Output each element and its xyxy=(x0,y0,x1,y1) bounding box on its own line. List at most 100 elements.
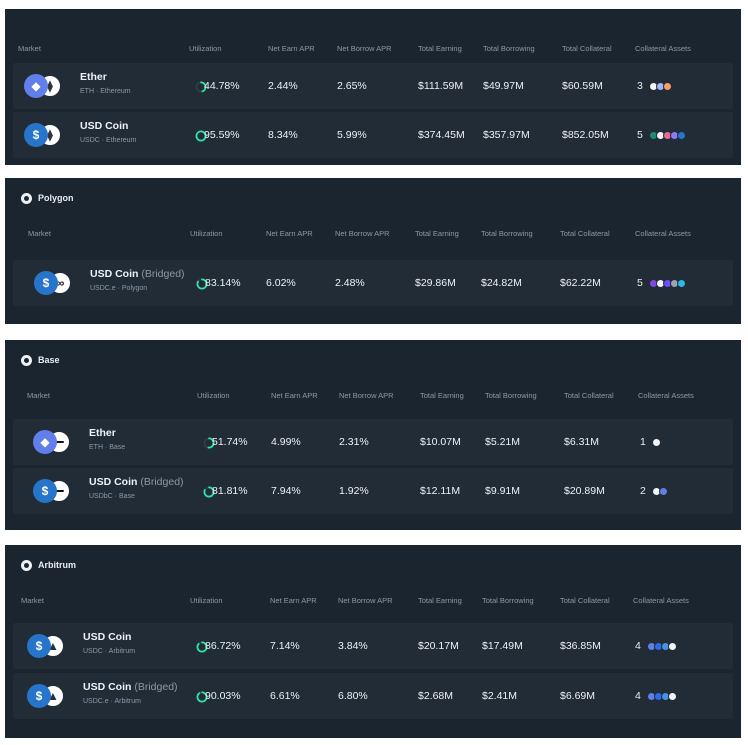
total-earning-value: $29.86M xyxy=(415,277,456,289)
market-row[interactable]: ◆ ⧫ Ether ETH · Ethereum 44.78% 2.44% 2.65% $1… xyxy=(13,63,733,109)
utilization-ring-icon xyxy=(196,640,208,653)
total-borrowing-value: $49.97M xyxy=(483,80,524,92)
polygon-chain-icon xyxy=(21,192,32,204)
market-panel: Market Utilization Net Earn APR Net Borrow … xyxy=(5,9,741,165)
market-name: USD Coin (Bridged) xyxy=(83,681,178,693)
net-borrow-apr-value: 2.65% xyxy=(337,80,367,92)
market-subtitle: ETH · Ethereum xyxy=(80,88,131,95)
column-header: Total Borrowing xyxy=(481,229,533,238)
column-header: Total Earning xyxy=(418,44,462,53)
net-borrow-apr-value: 1.92% xyxy=(339,485,369,497)
usdc-token-icon: $ xyxy=(27,634,51,658)
collateral-assets[interactable]: 5 xyxy=(637,277,686,289)
column-header: Market xyxy=(21,596,44,605)
total-collateral-value: $62.22M xyxy=(560,277,601,289)
collateral-assets-count: 2 xyxy=(640,485,646,497)
market-row[interactable]: $ ⧫ USD Coin USDC · Ethereum 95.59% 8.34% 5.9… xyxy=(13,112,733,158)
total-borrowing-value: $9.91M xyxy=(485,485,521,497)
collateral-asset-icons xyxy=(651,486,668,496)
column-header: Collateral Assets xyxy=(638,391,694,400)
column-header: Utilization xyxy=(190,596,223,605)
token-name: Ether xyxy=(80,71,107,83)
token-name: USD Coin xyxy=(83,631,132,643)
market-name: Ether xyxy=(89,427,116,439)
net-borrow-apr-value: 2.31% xyxy=(339,436,369,448)
utilization-value: 83.14% xyxy=(205,277,241,289)
collateral-assets[interactable]: 4 xyxy=(635,690,677,702)
token-icon-pair: ◆ xyxy=(33,430,77,454)
ether-token-icon: ◆ xyxy=(33,430,57,454)
collateral-asset-icon xyxy=(667,691,677,701)
net-earn-apr-value: 4.99% xyxy=(271,436,301,448)
table-header: Market Utilization Net Earn APR Net Borrow … xyxy=(5,218,741,248)
market-panel: Base Market Utilization Net Earn APR Net Bor… xyxy=(5,340,741,530)
collateral-assets[interactable]: 3 xyxy=(637,80,672,92)
bridged-label: (Bridged) xyxy=(141,268,185,280)
column-header: Net Earn APR xyxy=(270,596,317,605)
token-name: USD Coin xyxy=(80,120,129,132)
market-subtitle: USDbC · Base xyxy=(89,493,135,500)
utilization-value: 90.03% xyxy=(205,690,241,702)
market-row[interactable]: $ ∞ USD Coin (Bridged) USDC.e · Polygon 83.… xyxy=(13,260,733,306)
chain-header: Arbitrum xyxy=(5,545,741,585)
chain-title: Base xyxy=(38,355,60,365)
usdc-token-icon: $ xyxy=(34,271,58,295)
ether-token-icon: ◆ xyxy=(24,74,48,98)
market-subtitle: USDC · Arbitrum xyxy=(83,648,136,655)
column-header: Market xyxy=(18,44,41,53)
collateral-assets-count: 5 xyxy=(637,277,643,289)
collateral-assets[interactable]: 1 xyxy=(640,436,661,448)
net-earn-apr-value: 6.61% xyxy=(270,690,300,702)
market-row[interactable]: $ ▲ USD Coin (Bridged) USDC.e · Arbitrum 90… xyxy=(13,673,733,719)
column-header: Utilization xyxy=(189,44,222,53)
column-header: Market xyxy=(28,229,51,238)
utilization-ring-icon xyxy=(195,80,207,93)
collateral-assets[interactable]: 5 xyxy=(637,129,686,141)
market-row[interactable]: $ USD Coin (Bridged) USDbC · Base 81.81% 7.… xyxy=(13,468,733,514)
token-icon-pair: $ xyxy=(33,479,77,503)
market-row[interactable]: ◆ Ether ETH · Base 51.74% 4.99% 2.31% $10.07M… xyxy=(13,419,733,465)
utilization-ring-icon xyxy=(196,690,208,703)
total-collateral-value: $852.05M xyxy=(562,129,609,141)
collateral-asset-icon xyxy=(658,486,668,496)
column-header: Net Earn APR xyxy=(268,44,315,53)
total-borrowing-value: $17.49M xyxy=(482,640,523,652)
chain-title: Arbitrum xyxy=(38,560,76,570)
market-row[interactable]: $ ▲ USD Coin USDC · Arbitrum 86.72% 7.14% 3.8… xyxy=(13,623,733,669)
collateral-assets[interactable]: 4 xyxy=(635,640,677,652)
utilization-value: 86.72% xyxy=(205,640,241,652)
utilization-value: 95.59% xyxy=(204,129,240,141)
total-collateral-value: $6.31M xyxy=(564,436,600,448)
column-header: Total Earning xyxy=(418,596,462,605)
collateral-assets[interactable]: 2 xyxy=(640,485,668,497)
net-borrow-apr-value: 5.99% xyxy=(337,129,367,141)
market-panel: Arbitrum Market Utilization Net Earn APR Net… xyxy=(5,545,741,738)
column-header: Utilization xyxy=(197,391,230,400)
collateral-assets-count: 4 xyxy=(635,640,641,652)
total-collateral-value: $20.89M xyxy=(564,485,605,497)
chain-header: Polygon xyxy=(5,178,741,218)
net-earn-apr-value: 8.34% xyxy=(268,129,298,141)
column-header: Total Collateral xyxy=(560,229,610,238)
token-icon-pair: $ ▲ xyxy=(27,634,71,658)
total-earning-value: $374.45M xyxy=(418,129,465,141)
column-header: Collateral Assets xyxy=(635,229,691,238)
usdc-token-icon: $ xyxy=(33,479,57,503)
token-name: USD Coin xyxy=(89,476,138,488)
collateral-asset-icon xyxy=(667,641,677,651)
column-header: Collateral Assets xyxy=(633,596,689,605)
column-header: Total Borrowing xyxy=(485,391,537,400)
token-name: USD Coin xyxy=(90,268,139,280)
collateral-assets-count: 1 xyxy=(640,436,646,448)
table-header: Market Utilization Net Earn APR Net Borrow … xyxy=(5,33,741,63)
chain-header: Base xyxy=(5,340,741,380)
net-earn-apr-value: 6.02% xyxy=(266,277,296,289)
net-earn-apr-value: 7.14% xyxy=(270,640,300,652)
utilization-ring-icon xyxy=(196,277,208,290)
arbitrum-chain-icon xyxy=(21,559,32,571)
net-borrow-apr-value: 6.80% xyxy=(338,690,368,702)
base-chain-icon xyxy=(21,354,32,366)
market-name: USD Coin xyxy=(83,631,131,643)
column-header: Total Earning xyxy=(420,391,464,400)
column-header: Total Borrowing xyxy=(482,596,534,605)
